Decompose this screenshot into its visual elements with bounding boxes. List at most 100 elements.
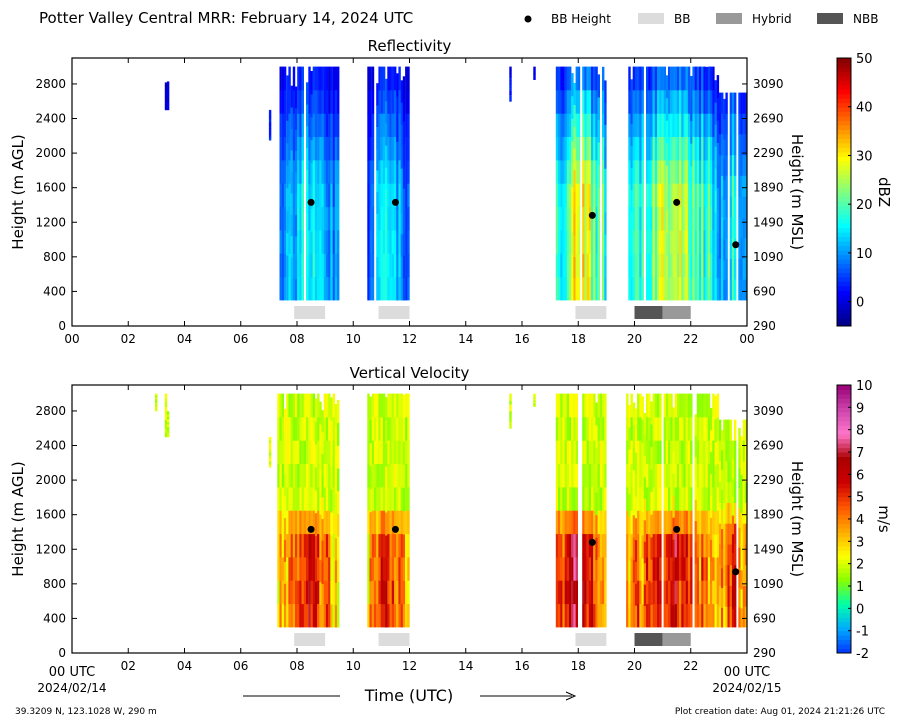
echo-cell xyxy=(639,487,642,511)
echo-cell xyxy=(663,253,666,278)
echo-cell xyxy=(723,440,726,462)
echo-cell xyxy=(558,183,561,208)
echo-cell xyxy=(312,276,316,301)
echo-cell xyxy=(593,136,596,161)
echo-cell xyxy=(674,136,678,161)
echo-cell xyxy=(668,393,671,418)
echo-cell xyxy=(560,510,563,535)
echo-cell xyxy=(729,175,733,197)
echo-cell xyxy=(591,66,594,91)
echo-cell xyxy=(707,113,711,137)
echo-cell xyxy=(402,510,406,535)
echo-cell xyxy=(604,510,607,535)
echo-cell xyxy=(637,230,640,254)
echo-cell xyxy=(398,230,401,254)
colorbar-step xyxy=(837,478,851,484)
echo-cell xyxy=(634,474,638,497)
echo-cell xyxy=(325,417,329,441)
echo-cell xyxy=(328,113,331,137)
echo-cell xyxy=(668,206,671,231)
echo-cell xyxy=(699,253,702,278)
echo-cell xyxy=(602,90,605,114)
echo-cell xyxy=(308,580,311,605)
colorbar-step xyxy=(837,151,851,157)
echo-cell xyxy=(389,510,392,535)
echo-cell xyxy=(597,463,600,488)
echo-cell xyxy=(577,66,581,91)
echo-cell xyxy=(321,497,324,520)
echo-cell xyxy=(312,66,316,91)
echo-cell xyxy=(639,557,642,581)
echo-cell xyxy=(668,487,671,511)
echo-cell xyxy=(707,230,711,254)
echo-cell xyxy=(650,253,653,278)
echo-cell xyxy=(314,206,318,231)
echo-cell xyxy=(306,580,309,605)
echo-cell xyxy=(573,557,576,581)
echo-cell xyxy=(665,510,669,535)
echo-cell xyxy=(659,580,662,605)
echo-cell xyxy=(672,160,675,184)
echo-cell xyxy=(328,417,331,441)
echo-cell xyxy=(312,183,316,208)
echo-cell xyxy=(303,580,307,605)
echo-cell xyxy=(155,405,158,408)
echo-cell xyxy=(575,230,578,254)
echo-cell xyxy=(703,393,706,418)
echo-cell xyxy=(731,154,735,176)
echo-cell xyxy=(687,113,691,137)
echo-cell xyxy=(277,580,280,605)
echo-cell xyxy=(628,404,631,428)
echo-cell xyxy=(687,393,691,418)
echo-cell xyxy=(509,73,512,78)
echo-cell xyxy=(687,463,691,488)
echo-cell xyxy=(582,276,585,301)
echo-cell xyxy=(560,580,563,605)
echo-cell xyxy=(319,90,322,114)
echo-cell xyxy=(721,430,724,451)
echo-cell xyxy=(650,160,653,184)
echo-cell xyxy=(378,557,381,581)
echo-cell xyxy=(674,183,678,208)
echo-cell xyxy=(573,580,576,605)
echo-cell xyxy=(738,196,741,218)
echo-cell xyxy=(566,206,570,231)
echo-cell xyxy=(591,463,594,488)
echo-cell xyxy=(628,516,631,539)
echo-cell xyxy=(703,66,706,91)
y-tick-label: 1600 xyxy=(35,508,66,522)
echo-cell xyxy=(599,580,603,605)
echo-cell xyxy=(705,533,708,558)
echo-cell xyxy=(604,212,607,235)
echo-cell xyxy=(674,276,678,301)
echo-cell xyxy=(718,544,722,566)
echo-cell xyxy=(703,557,706,581)
colorbar-step xyxy=(837,321,851,327)
echo-cell xyxy=(597,187,600,211)
echo-cell xyxy=(317,510,320,535)
echo-cell xyxy=(288,463,291,488)
echo-field xyxy=(164,66,748,301)
echo-cell xyxy=(283,452,287,475)
echo-cell xyxy=(306,603,309,628)
echo-cell xyxy=(679,276,682,301)
echo-cell xyxy=(650,230,653,254)
echo-cell xyxy=(685,557,689,581)
echo-cell xyxy=(394,136,397,161)
echo-cell xyxy=(742,481,746,503)
echo-cell xyxy=(166,416,170,420)
echo-cell xyxy=(646,183,649,208)
y2-tick-label: 2690 xyxy=(753,439,784,453)
echo-cell xyxy=(389,463,392,488)
echo-cell xyxy=(668,160,671,184)
echo-cell xyxy=(723,523,726,545)
colorbar-tick-label: 8 xyxy=(856,424,864,439)
echo-cell xyxy=(571,232,574,256)
echo-cell xyxy=(652,580,655,605)
echo-cell xyxy=(398,557,401,581)
echo-cell xyxy=(593,393,596,418)
echo-cell xyxy=(306,191,309,214)
echo-cell xyxy=(591,393,594,418)
echo-cell xyxy=(334,426,338,449)
echo-cell xyxy=(310,533,313,558)
